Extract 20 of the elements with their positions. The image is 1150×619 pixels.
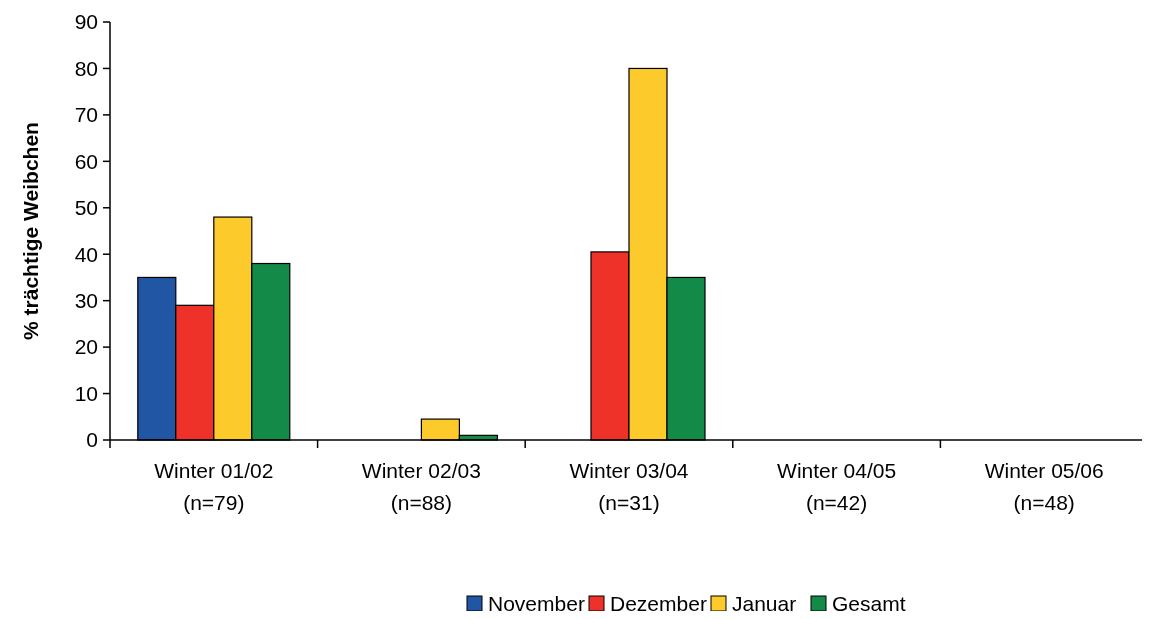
legend-label: Dezember bbox=[610, 592, 707, 616]
x-tick-label: Winter 05/06 (n=48) bbox=[984, 459, 1104, 514]
legend-label: Januar bbox=[732, 592, 797, 616]
y-tick-label: 60 bbox=[74, 149, 98, 173]
x-tick-label: Winter 01/02 (n=79) bbox=[154, 459, 274, 514]
x-tick-label: Winter 04/05 (n=42) bbox=[777, 459, 897, 514]
y-tick-label: 10 bbox=[74, 381, 98, 405]
y-tick-label: 30 bbox=[74, 289, 98, 313]
x-tick-label: Winter 03/04 (n=31) bbox=[569, 459, 689, 514]
x-tick-label: Winter 02/03 (n=88) bbox=[361, 459, 481, 514]
y-tick-label: 40 bbox=[74, 242, 98, 266]
y-tick-label: 70 bbox=[74, 103, 98, 127]
y-tick-label: 0 bbox=[86, 428, 98, 452]
y-tick-label: 90 bbox=[74, 10, 98, 34]
y-axis-title: % trächtige Weibchen bbox=[19, 122, 42, 340]
y-tick-label: 80 bbox=[74, 56, 98, 80]
y-tick-label: 50 bbox=[74, 196, 98, 220]
legend-label: November bbox=[488, 592, 585, 616]
legend-label: Gesamt bbox=[832, 592, 906, 616]
y-tick-label: 20 bbox=[74, 335, 98, 359]
